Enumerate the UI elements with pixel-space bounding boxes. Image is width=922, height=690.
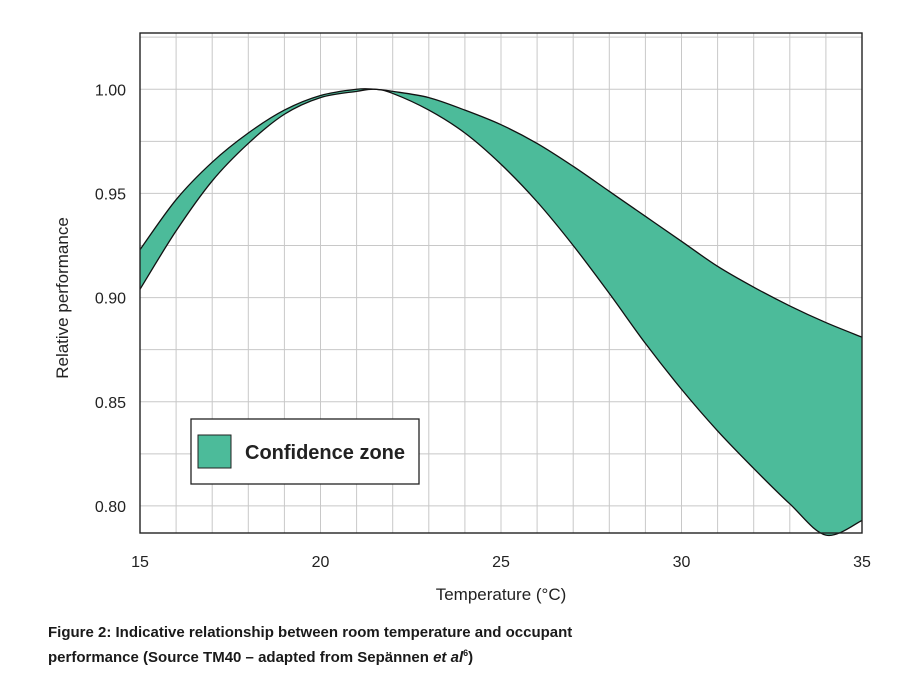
x-tick-label: 20 bbox=[312, 554, 330, 571]
figure-caption: Figure 2: Indicative relationship betwee… bbox=[48, 622, 648, 668]
lower-bound-line bbox=[139, 88, 863, 537]
x-tick-label: 15 bbox=[131, 554, 149, 571]
chart: 15 20 25 30 35 1.00 0.95 0.90 0.85 0.80 Temperat… bbox=[53, 32, 871, 604]
legend-swatch bbox=[197, 434, 232, 469]
x-tick-labels: 15 20 25 30 35 bbox=[131, 554, 871, 571]
caption-italic: et al bbox=[433, 649, 464, 666]
y-tick-label: 0.90 bbox=[95, 291, 126, 308]
y-tick-label: 0.85 bbox=[95, 395, 126, 412]
caption-superscript: 6 bbox=[463, 648, 469, 658]
x-tick-label: 25 bbox=[492, 554, 510, 571]
caption-text: Figure 2: Indicative relationship betwee… bbox=[48, 624, 573, 666]
y-tick-label: 0.95 bbox=[95, 186, 126, 203]
upper-bound-line bbox=[139, 88, 863, 338]
y-tick-label: 0.80 bbox=[95, 499, 126, 516]
y-axis-title: Relative performance bbox=[53, 217, 72, 379]
legend: Confidence zone bbox=[190, 418, 420, 485]
x-tick-label: 35 bbox=[853, 554, 871, 571]
caption-tail: ) bbox=[468, 649, 474, 666]
x-tick-label: 30 bbox=[673, 554, 691, 571]
plot-frame bbox=[139, 32, 863, 534]
y-tick-labels: 1.00 0.95 0.90 0.85 0.80 bbox=[95, 82, 126, 516]
x-axis-title: Temperature (°C) bbox=[436, 585, 567, 604]
legend-label: Confidence zone bbox=[245, 442, 405, 464]
y-tick-label: 1.00 bbox=[95, 82, 126, 99]
confidence-zone-band bbox=[140, 88, 862, 536]
